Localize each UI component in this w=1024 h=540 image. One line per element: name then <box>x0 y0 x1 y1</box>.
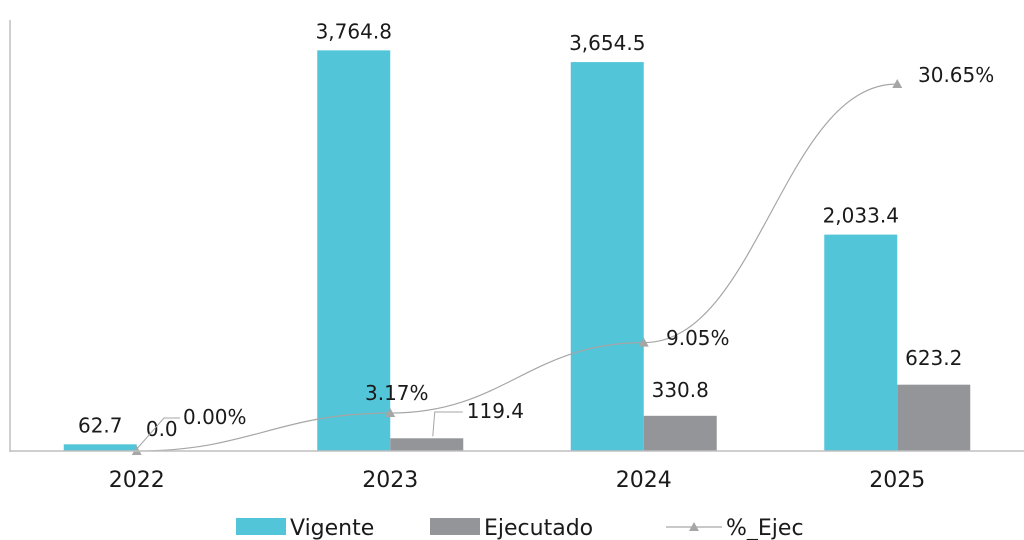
legend-marker-pct-ejec <box>689 522 699 531</box>
legend-label-vigente: Vigente <box>290 516 374 540</box>
data-label-ejecutado-2024: 330.8 <box>652 378 709 402</box>
x-tick-label-2023: 2023 <box>362 468 418 493</box>
bar-vigente-2024 <box>570 62 644 451</box>
bar-vigente-2023 <box>317 50 391 451</box>
x-tick-label-2025: 2025 <box>869 468 925 493</box>
bar-ejecutado-2024 <box>643 415 717 451</box>
bar-ejecutado-2025 <box>897 384 971 451</box>
data-label-pct-ejec-2024: 9.05% <box>666 326 730 350</box>
leader-line-ejecutado-2023 <box>432 411 463 437</box>
line-pct-ejec <box>136 83 898 452</box>
leader-line-pct-2022 <box>136 417 180 450</box>
data-label-vigente-2024: 3,654.5 <box>569 31 645 55</box>
data-label-pct-ejec-2025: 30.65% <box>918 63 994 87</box>
legend-swatch-ejecutado <box>430 518 480 535</box>
marker-pct-ejec-2023 <box>385 408 396 418</box>
bar-ejecutado-2023 <box>390 438 464 451</box>
marker-pct-ejec-2025 <box>892 79 903 89</box>
legend-label-pct-ejec: %_Ejec <box>726 516 804 540</box>
data-label-pct-ejec-2022: 0.00% <box>183 405 247 429</box>
legend-swatch-vigente <box>236 518 286 535</box>
marker-pct-ejec-2024 <box>638 337 649 347</box>
data-label-vigente-2023: 3,764.8 <box>316 19 392 43</box>
data-label-ejecutado-2025: 623.2 <box>905 346 962 370</box>
data-label-vigente-2025: 2,033.4 <box>823 204 899 228</box>
x-tick-label-2022: 2022 <box>109 468 165 493</box>
data-label-ejecutado-2023: 119.4 <box>467 399 524 423</box>
legend-label-ejecutado: Ejecutado <box>484 516 593 540</box>
bar-vigente-2022 <box>63 444 137 451</box>
bar-vigente-2025 <box>824 234 898 451</box>
legend: Vigente Ejecutado %_Ejec <box>236 516 804 540</box>
data-label-vigente-2022: 62.7 <box>78 413 123 437</box>
data-label-pct-ejec-2023: 3.17% <box>365 381 429 405</box>
x-tick-label-2024: 2024 <box>616 468 672 493</box>
